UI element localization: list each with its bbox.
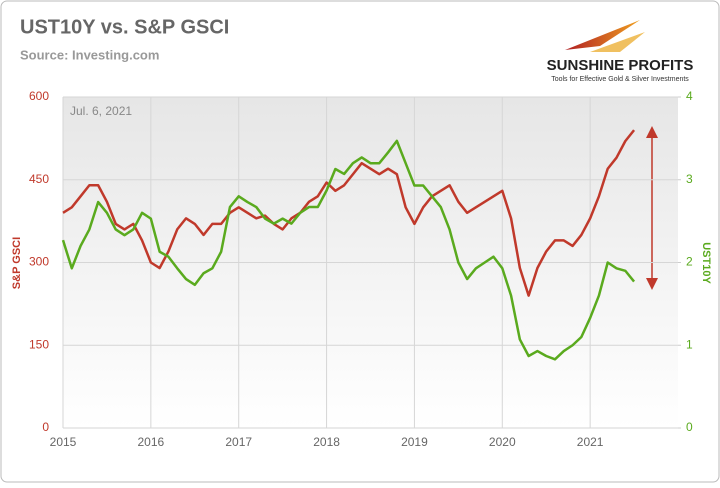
- x-tick-label: 2017: [225, 435, 252, 449]
- y2-tick-label: 4: [686, 89, 693, 103]
- logo-tagline: Tools for Effective Gold & Silver Invest…: [551, 76, 689, 83]
- y2-tick-label: 0: [686, 420, 693, 434]
- y-tick-label: 0: [42, 420, 49, 434]
- x-tick-label: 2019: [401, 435, 428, 449]
- chart-title: UST10Y vs. S&P GSCI: [20, 16, 229, 38]
- y-tick-label: 150: [29, 337, 49, 351]
- y-tick-label: 600: [29, 89, 49, 103]
- y2-tick-label: 2: [686, 255, 693, 269]
- y-tick-label: 450: [29, 172, 49, 186]
- annotation: Jul. 6, 2021: [70, 104, 132, 118]
- x-tick-label: 2016: [138, 435, 165, 449]
- x-tick-label: 2015: [50, 435, 77, 449]
- x-tick-label: 2021: [577, 435, 604, 449]
- x-tick-label: 2018: [313, 435, 340, 449]
- y2-axis-title: UST10Y: [700, 242, 712, 284]
- y-axis-title: S&P GSCI: [11, 237, 23, 289]
- series-line: [62, 129, 636, 297]
- logo-rays: [565, 20, 640, 50]
- y2-tick-label: 1: [686, 337, 693, 351]
- y2-tick-label: 3: [686, 172, 693, 186]
- y-tick-label: 300: [29, 255, 49, 269]
- logo-title: SUNSHINE PROFITS: [547, 57, 694, 74]
- series-line: [61, 139, 636, 361]
- logo-rays: [590, 32, 645, 52]
- x-tick-label: 2020: [489, 435, 516, 449]
- subtitle: Source: Investing.com: [20, 47, 159, 62]
